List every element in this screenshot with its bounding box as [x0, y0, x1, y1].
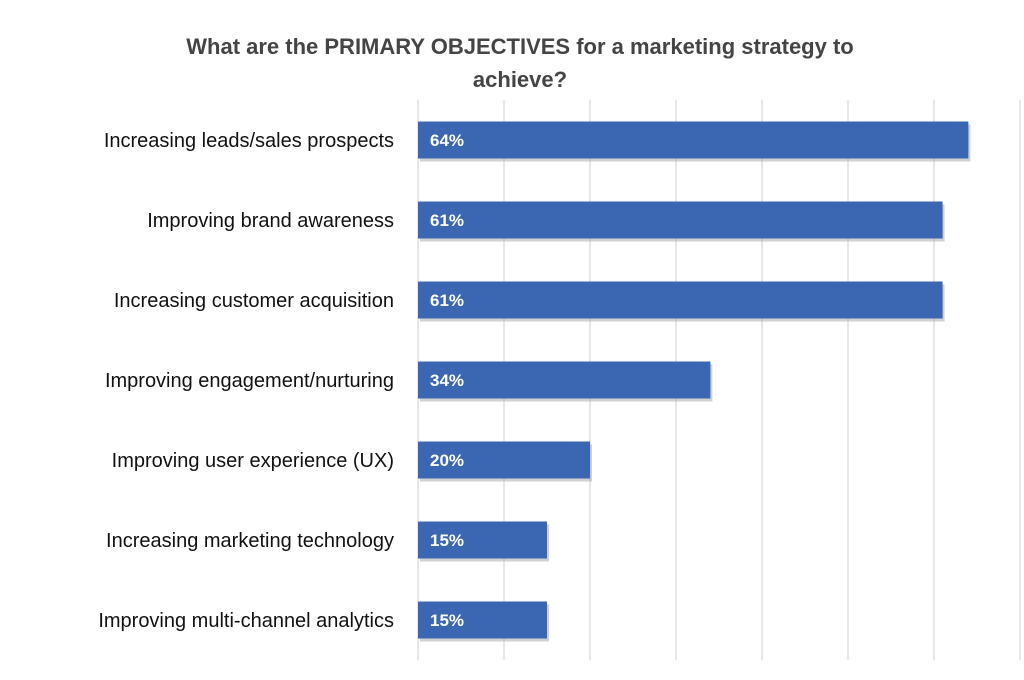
chart-title-line-2: achieve?	[472, 67, 568, 92]
data-label: 64%	[430, 131, 464, 150]
data-label: 34%	[430, 371, 464, 390]
bar	[418, 601, 547, 639]
bar	[418, 121, 969, 159]
data-label: 61%	[430, 211, 464, 230]
category-label: Improving multi-channel analytics	[98, 610, 394, 632]
chart-title: What are the PRIMARY OBJECTIVES for a ma…	[120, 30, 920, 96]
bar	[418, 281, 943, 319]
data-label: 15%	[430, 531, 464, 550]
data-label: 20%	[430, 451, 464, 470]
category-label: Increasing customer acquisition	[114, 290, 394, 312]
data-label: 15%	[430, 611, 464, 630]
data-label: 61%	[430, 291, 464, 310]
bar	[418, 441, 590, 479]
bar	[418, 201, 943, 239]
data-labels: 64% 61% 61% 34% 20% 15% 15%	[430, 131, 464, 630]
category-labels: Increasing leads/sales prospects Improvin…	[98, 130, 394, 632]
bar	[418, 521, 547, 559]
category-label: Improving brand awareness	[147, 210, 394, 232]
category-label: Increasing leads/sales prospects	[104, 130, 394, 152]
category-label: Improving user experience (UX)	[112, 450, 394, 472]
chart-title-line-1: What are the PRIMARY OBJECTIVES for a ma…	[186, 34, 854, 59]
bar	[418, 361, 711, 399]
category-label: Improving engagement/nurturing	[105, 370, 394, 392]
category-label: Increasing marketing technology	[106, 530, 394, 552]
bars	[418, 121, 971, 642]
